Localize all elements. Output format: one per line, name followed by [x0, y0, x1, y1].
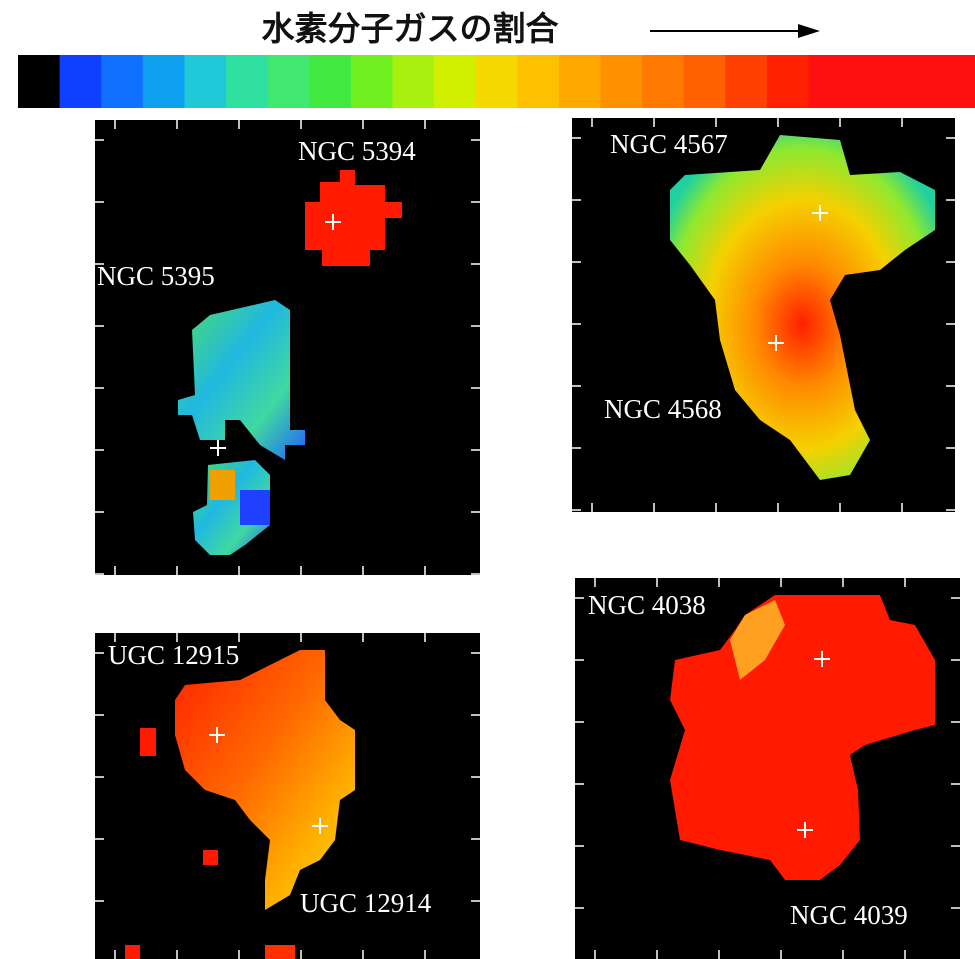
colorbar-segment [101, 55, 143, 108]
colorbar-segment [933, 55, 975, 108]
colorbar-segment [601, 55, 643, 108]
colorbar-segment [725, 55, 767, 108]
colorbar-segment [143, 55, 185, 108]
gas-map [203, 850, 218, 865]
label: NGC 5395 [97, 261, 215, 291]
colorbar-segment [309, 55, 351, 108]
gas-map [140, 728, 156, 756]
colorbar-segment [684, 55, 726, 108]
colorbar-segment [226, 55, 268, 108]
colorbar-segment [476, 55, 518, 108]
colorbar-segment [60, 55, 102, 108]
label: NGC 4039 [790, 900, 908, 930]
colorbar-segment [18, 55, 60, 108]
colorbar-segment [434, 55, 476, 108]
label: NGC 4568 [604, 394, 722, 424]
label: NGC 5394 [298, 136, 416, 166]
colorbar-segment [517, 55, 559, 108]
colorbar-segment [642, 55, 684, 108]
gas-map [210, 470, 235, 500]
colorbar-segment [767, 55, 809, 108]
colorbar-segment [850, 55, 892, 108]
label: UGC 12915 [108, 640, 239, 670]
gas-map [265, 945, 295, 959]
colorbar-segment [268, 55, 310, 108]
arrow-head [798, 24, 820, 38]
colorbar-segment [892, 55, 934, 108]
colorbar-segment [392, 55, 434, 108]
label: NGC 4567 [610, 129, 728, 159]
label: UGC 12914 [300, 888, 432, 918]
title: 水素分子ガスの割合 [262, 9, 559, 48]
colorbar-segment [184, 55, 226, 108]
colorbar-segment [809, 55, 851, 108]
label: NGC 4038 [588, 590, 706, 620]
gas-map [240, 490, 270, 525]
colorbar-segment [559, 55, 601, 108]
colorbar-segment [351, 55, 393, 108]
colorbar [18, 55, 975, 108]
figure: 水素分子ガスの割合 NGC 5394 NGC 5395 NGC 4567 NGC… [0, 0, 975, 959]
gas-map [125, 945, 140, 959]
